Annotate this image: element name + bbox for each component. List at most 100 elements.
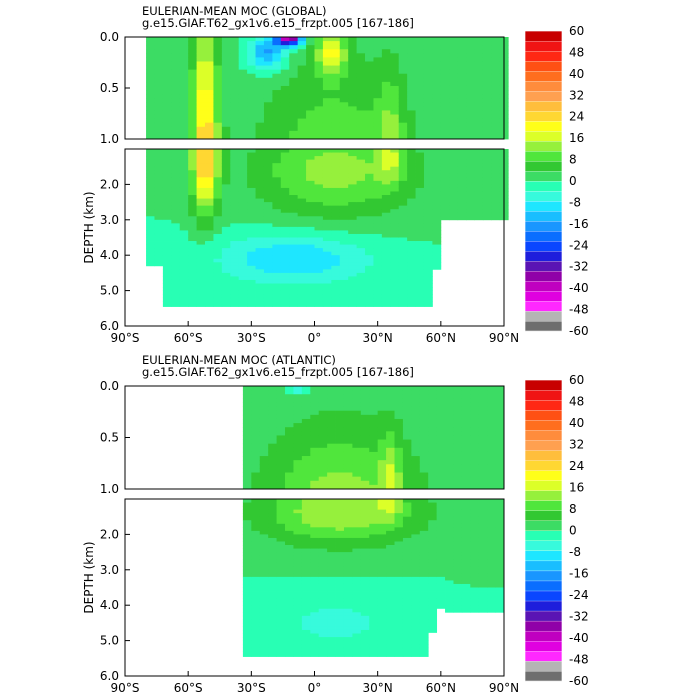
moc-cell xyxy=(445,476,454,482)
moc-cell xyxy=(360,534,370,539)
moc-cell xyxy=(369,464,379,469)
moc-cell xyxy=(162,81,172,87)
moc-cell xyxy=(365,49,374,54)
moc-cell xyxy=(331,294,341,299)
moc-cell xyxy=(432,237,442,242)
moc-cell xyxy=(272,180,282,185)
moc-cell xyxy=(276,548,286,553)
moc-cell xyxy=(369,402,379,407)
moc-cell xyxy=(339,118,349,124)
moc-cell xyxy=(470,566,480,571)
moc-cell xyxy=(297,202,307,207)
moc-cell xyxy=(146,244,155,249)
moc-cell xyxy=(440,202,450,207)
moc-cell xyxy=(386,410,395,416)
moc-cell xyxy=(289,297,299,302)
moc-cell xyxy=(205,163,214,168)
moc-cell xyxy=(331,241,341,245)
moc-cell xyxy=(339,283,349,288)
moc-cell xyxy=(365,230,374,235)
moc-cell xyxy=(314,41,324,46)
moc-cell xyxy=(171,244,181,249)
moc-cell xyxy=(407,237,416,242)
moc-cell xyxy=(386,545,395,549)
moc-cell xyxy=(491,191,501,196)
moc-cell xyxy=(386,443,395,449)
moc-cell xyxy=(263,85,273,91)
moc-cell xyxy=(230,77,240,83)
moc-cell xyxy=(318,566,328,571)
moc-cell xyxy=(251,545,261,549)
moc-cell xyxy=(263,65,273,71)
moc-cell xyxy=(238,149,248,153)
moc-cell xyxy=(322,290,332,295)
moc-cell xyxy=(306,106,315,111)
moc-cell xyxy=(179,106,189,111)
moc-cell xyxy=(205,98,214,103)
moc-cell xyxy=(171,304,181,307)
moc-cell xyxy=(196,170,206,175)
moc-cell xyxy=(171,166,181,171)
moc-cell xyxy=(390,265,400,270)
moc-cell xyxy=(365,287,374,291)
moc-cell xyxy=(331,290,341,295)
moc-cell xyxy=(297,37,307,42)
moc-cell xyxy=(423,114,433,119)
moc-cell xyxy=(280,258,290,263)
moc-cell xyxy=(398,216,408,221)
moc-cell xyxy=(390,118,400,124)
moc-cell xyxy=(478,520,488,525)
moc-cell xyxy=(335,398,345,403)
moc-cell xyxy=(268,390,277,395)
moc-cell xyxy=(390,156,400,161)
moc-cell xyxy=(301,499,311,503)
moc-cell xyxy=(478,451,488,457)
moc-cell xyxy=(432,134,442,140)
moc-cell xyxy=(369,431,379,436)
moc-cell xyxy=(179,130,189,136)
moc-cell xyxy=(453,451,463,457)
moc-cell xyxy=(491,65,501,71)
moc-cell xyxy=(314,212,324,217)
moc-cell xyxy=(259,541,269,546)
moc-cell xyxy=(390,102,400,107)
moc-cell xyxy=(352,398,362,403)
moc-cell xyxy=(356,98,366,103)
moc-cell xyxy=(285,534,294,539)
moc-cell xyxy=(230,226,240,231)
moc-cell xyxy=(377,605,387,610)
moc-cell xyxy=(205,212,214,217)
moc-cell xyxy=(411,640,421,645)
moc-cell xyxy=(436,523,446,528)
moc-cell xyxy=(352,394,362,399)
moc-cell xyxy=(449,149,459,153)
moc-cell xyxy=(188,248,197,253)
moc-cell xyxy=(221,184,231,189)
moc-cell xyxy=(440,37,450,42)
moc-cell xyxy=(466,118,475,124)
moc-cell xyxy=(445,480,454,486)
moc-cell xyxy=(263,237,273,242)
moc-cell xyxy=(428,451,438,457)
moc-cell xyxy=(478,435,488,440)
moc-cell xyxy=(263,283,273,288)
moc-cell xyxy=(280,110,290,115)
moc-cell xyxy=(146,149,155,153)
moc-cell xyxy=(146,198,155,203)
moc-cell xyxy=(482,184,492,189)
moc-cell xyxy=(318,629,328,634)
moc-cell xyxy=(179,98,189,103)
moc-cell xyxy=(242,647,252,652)
moc-cell xyxy=(213,294,223,299)
moc-cell xyxy=(306,81,315,87)
moc-cell xyxy=(238,216,248,221)
moc-cell xyxy=(365,297,374,302)
moc-cell xyxy=(428,520,438,525)
moc-cell xyxy=(390,241,400,245)
moc-cell xyxy=(259,626,269,631)
moc-cell xyxy=(146,258,155,263)
moc-cell xyxy=(411,427,421,432)
moc-cell xyxy=(436,451,446,457)
moc-cell xyxy=(335,587,345,592)
moc-cell xyxy=(423,149,433,153)
